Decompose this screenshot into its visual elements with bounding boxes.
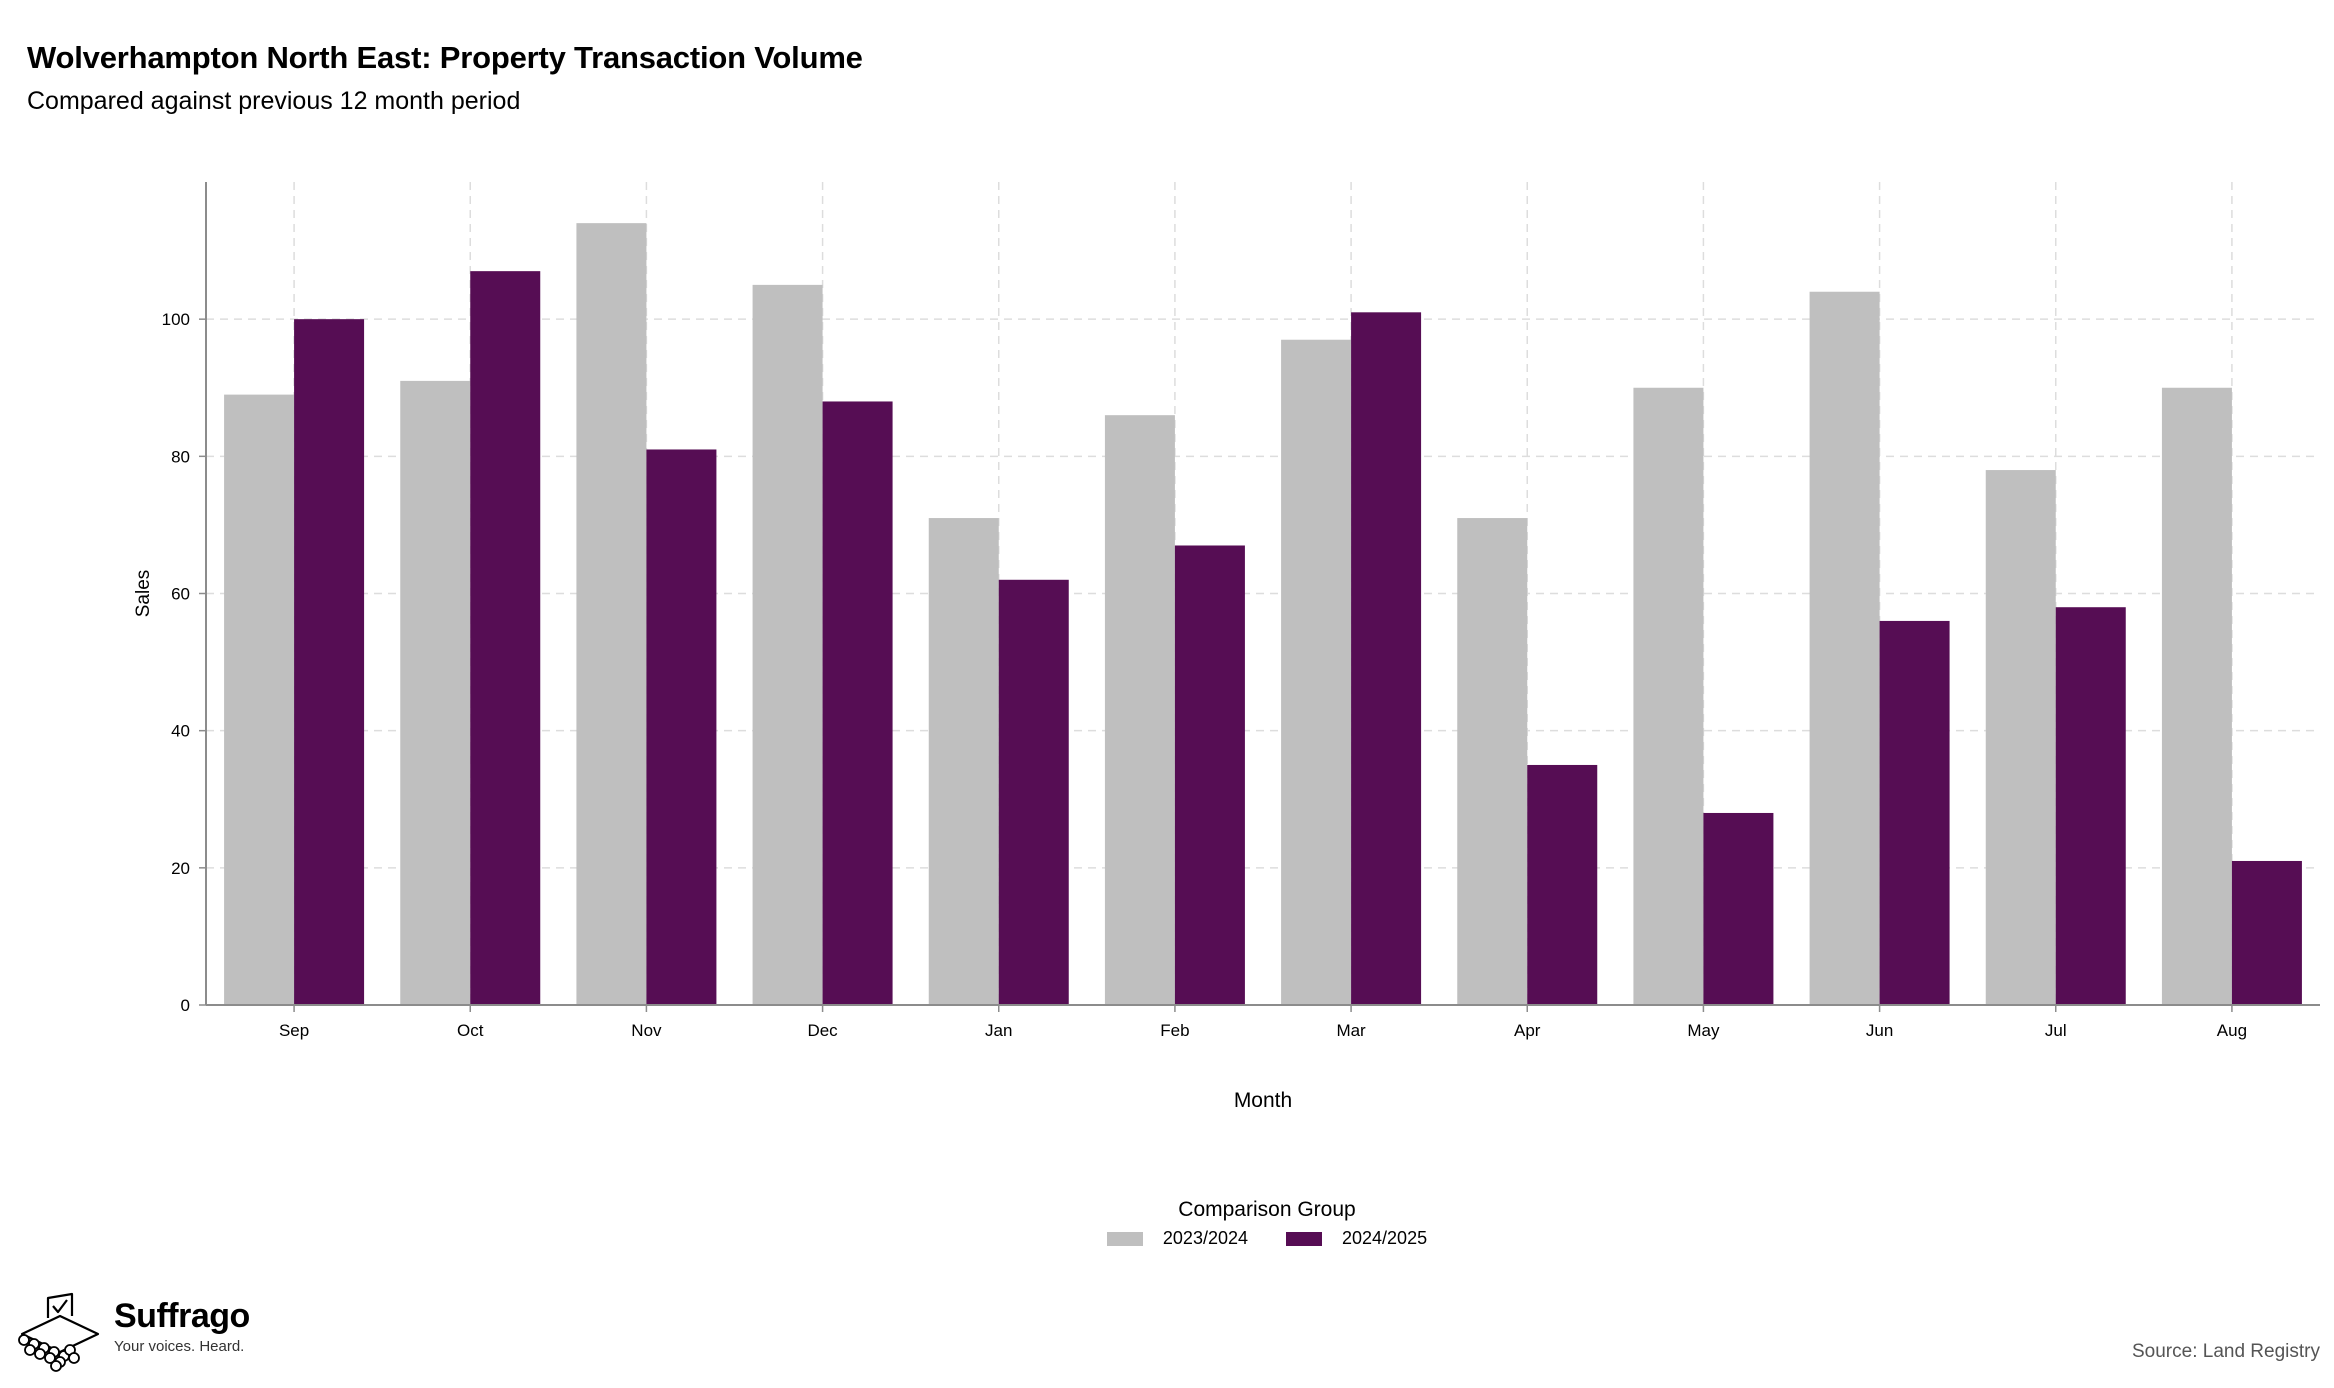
bar-curr (1174, 545, 1245, 1005)
legend-item-prev: 2023/2024 (1106, 1228, 1248, 1249)
bar-curr (470, 271, 541, 1005)
bar-curr (646, 449, 717, 1006)
legend-item-curr: 2024/2025 (1286, 1228, 1427, 1249)
bar-curr (822, 401, 893, 1005)
y-tick-label: 40 (171, 722, 190, 741)
bar-prev (2161, 387, 2232, 1005)
bar-prev (576, 223, 647, 1005)
brand-tagline: Your voices. Heard. (114, 1338, 245, 1355)
x-tick-label: Jan (985, 1021, 1012, 1040)
source-note: Source: Land Registry (2132, 1341, 2320, 1362)
bar-prev (1985, 470, 2056, 1005)
bar-prev (752, 284, 823, 1005)
y-axis-title: Sales (133, 570, 154, 618)
brand-name: Suffrago (114, 1297, 250, 1335)
x-tick-label: Oct (457, 1021, 484, 1040)
chart-title: Wolverhampton North East: Property Trans… (27, 40, 863, 75)
legend-label-curr: 2024/2025 (1342, 1228, 1428, 1248)
legend-swatch-prev (1106, 1231, 1143, 1246)
y-tick-label: 80 (171, 447, 190, 466)
x-tick-label: Aug (2217, 1021, 2247, 1040)
chart-subtitle: Compared against previous 12 month perio… (27, 87, 521, 115)
x-tick-label: Jun (1866, 1021, 1893, 1040)
y-tick-label: 100 (162, 310, 190, 329)
x-tick-label: Jul (2045, 1021, 2067, 1040)
brand-logo: Suffrago Your voices. Heard. (14, 1292, 250, 1374)
bar-prev (1809, 291, 1880, 1005)
legend-label-prev: 2023/2024 (1162, 1228, 1248, 1248)
bar-prev (1457, 518, 1528, 1005)
x-tick-label: May (1687, 1021, 1720, 1040)
bar-curr (1351, 312, 1422, 1005)
bar-curr (1879, 620, 1950, 1005)
bar-prev (1104, 415, 1175, 1005)
legend-swatch-curr (1286, 1231, 1322, 1246)
x-tick-label: Feb (1160, 1021, 1189, 1040)
legend: Comparison Group 2023/2024 2024/2025 (0, 1198, 2334, 1249)
bar-curr (998, 579, 1069, 1005)
bar-prev (1633, 387, 1704, 1005)
ballot-box-icon (18, 1292, 100, 1372)
bar-curr (294, 319, 365, 1006)
x-tick-label: Nov (631, 1021, 662, 1040)
x-tick-label: Dec (807, 1021, 838, 1040)
bar-prev (928, 518, 999, 1005)
x-tick-label: Apr (1514, 1021, 1541, 1040)
y-tick-label: 20 (171, 859, 190, 878)
x-tick-label: Sep (279, 1021, 309, 1040)
bar-prev (224, 394, 295, 1005)
y-tick-label: 60 (171, 585, 190, 604)
legend-title: Comparison Group (1178, 1198, 1356, 1221)
bar-prev (1281, 339, 1352, 1005)
x-axis-title: Month (1234, 1089, 1292, 1112)
bar-curr (2231, 860, 2302, 1005)
bar-prev (400, 380, 471, 1005)
bar-curr (1527, 764, 1598, 1005)
bar-curr (1703, 812, 1774, 1005)
bar-curr (2055, 607, 2126, 1005)
y-tick-label: 0 (181, 996, 190, 1015)
x-tick-label: Mar (1336, 1021, 1366, 1040)
